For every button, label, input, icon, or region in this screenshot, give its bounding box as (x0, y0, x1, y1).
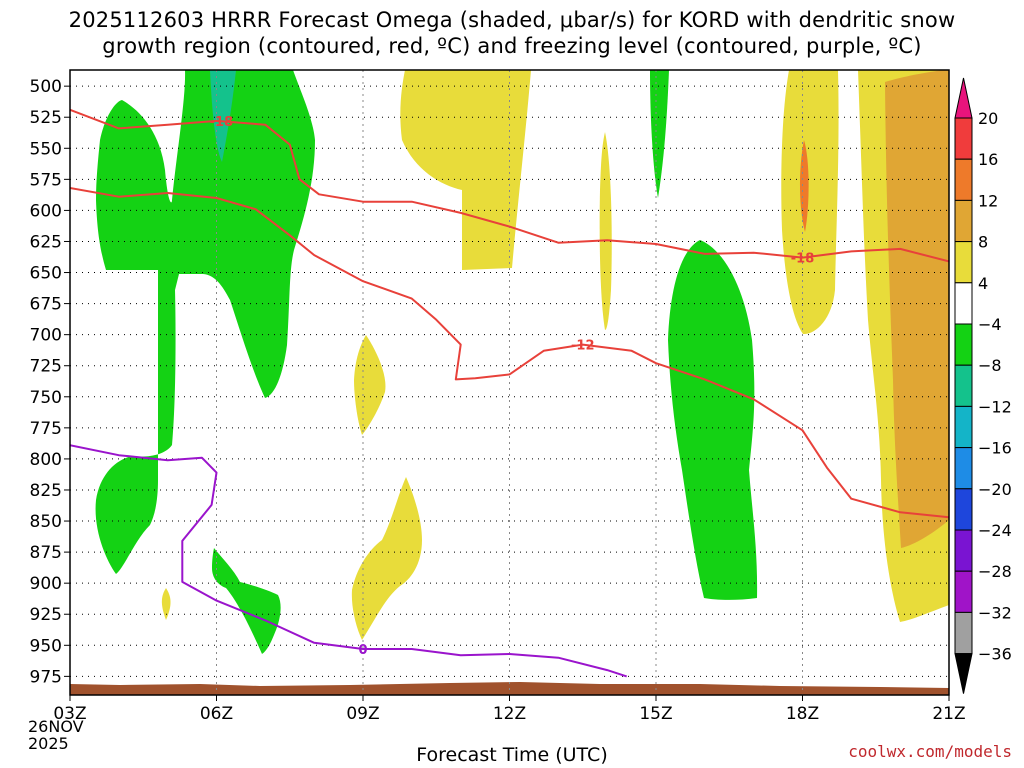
colorbar-label-5: −4 (978, 315, 1002, 334)
colorbar-label-2: 12 (978, 191, 998, 210)
colorbar-label-4: 4 (978, 274, 988, 293)
x-tick-label-18Z: 18Z (786, 704, 819, 724)
colorbar-label-9: −20 (978, 480, 1012, 499)
omega-band-neg4-neg8-left (95, 70, 315, 574)
y-tick-label-725: 725 (30, 357, 62, 377)
y-tick-label-925: 925 (30, 605, 62, 625)
colorbar-band-5 (954, 282, 973, 325)
y-tick-label-525: 525 (30, 108, 62, 128)
omega-band-neg4-neg8-right (668, 240, 758, 600)
grid-lines (70, 70, 949, 695)
y-tick-label-975: 975 (30, 667, 62, 687)
x-tick-label-09Z: 09Z (346, 704, 379, 724)
omega-band-4-8-lower-mid (351, 477, 422, 640)
contour-label-freezing: 0 (358, 643, 367, 658)
y-tick-label-775: 775 (30, 419, 62, 439)
chart-title-line1: 2025112603 HRRR Forecast Omega (shaded, … (68, 8, 956, 32)
colorbar-band-4 (954, 241, 973, 284)
y-tick-label-625: 625 (30, 232, 62, 252)
colorbar-band-7 (954, 364, 973, 407)
omega-band-4-8-mid-small (354, 335, 386, 435)
colorbar-top-arrow (954, 77, 973, 119)
x-tick-label-06Z: 06Z (200, 704, 233, 724)
y-tick-label-825: 825 (30, 481, 62, 501)
colorbar-label-13: −36 (978, 645, 1012, 664)
colorbar-label-8: −16 (978, 439, 1012, 458)
colorbar-label-12: −32 (978, 603, 1012, 622)
omega-band-4-8-tiny (161, 588, 171, 620)
colorbar-label-0: 20 (978, 109, 998, 128)
contour-lines (70, 108, 949, 678)
colorbar-label-10: −24 (978, 521, 1012, 540)
y-tick-label-650: 650 (30, 264, 62, 284)
x-tick-label-15Z: 15Z (639, 704, 672, 724)
contour-dgz-upper (70, 108, 949, 263)
colorbar-label-1: 16 (978, 150, 998, 169)
colorbar-label-6: −8 (978, 356, 1002, 375)
colorbar-band-13 (954, 611, 973, 655)
contour-label-dgz-lower: -12 (571, 339, 595, 354)
y-tick-label-800: 800 (30, 450, 62, 470)
contour-label-dgz-upper: -18 (210, 115, 234, 130)
y-axis: 500 525 550 575 600 625 650 675 700 725 750 775 800 8… (30, 77, 70, 687)
contour-dgz-lower (70, 187, 949, 519)
omega-band-4-8-right (781, 70, 839, 335)
colorbar-band-12 (954, 570, 973, 613)
y-tick-label-950: 950 (30, 636, 62, 656)
x-tick-label-21Z: 21Z (932, 704, 965, 724)
colorbar-band-1 (954, 117, 973, 160)
contour-label-dgz-right: -18 (791, 252, 815, 267)
date-label-year: 2025 (28, 734, 69, 753)
colorbar-band-3 (954, 199, 973, 243)
y-tick-label-900: 900 (30, 574, 62, 594)
y-tick-label-750: 750 (30, 388, 62, 408)
credit-link[interactable]: coolwx.com/models (848, 742, 1012, 761)
x-tick-label-12Z: 12Z (493, 704, 526, 724)
colorbar-band-8 (954, 405, 973, 449)
y-tick-label-500: 500 (30, 77, 62, 97)
colorbar-band-2 (954, 158, 973, 201)
contour-labels: -18 -18 -12 0 (210, 115, 815, 658)
colorbar-band-11 (954, 529, 973, 572)
y-tick-label-875: 875 (30, 543, 62, 563)
omega-band-neg4-neg8-lower-left (212, 548, 281, 654)
date-label-day: 26NOV (28, 717, 84, 736)
omega-band-neg4-neg8-top-right (650, 70, 669, 198)
colorbar-bottom-arrow (954, 653, 973, 694)
colorbar-band-6 (954, 323, 973, 366)
shaded-regions (70, 70, 949, 695)
colorbar: 20 16 12 8 4 −4 −8 −12 −16 −20 −24 −28 −32 −36 (954, 77, 1012, 694)
omega-band-8-12-right (885, 70, 949, 548)
y-tick-label-675: 675 (30, 295, 62, 315)
colorbar-band-10 (954, 488, 973, 531)
x-axis: 03Z 06Z 09Z 12Z 15Z 18Z 21Z (53, 695, 966, 724)
x-axis-title: Forecast Time (UTC) (416, 744, 608, 766)
y-tick-label-700: 700 (30, 326, 62, 346)
colorbar-label-3: 8 (978, 233, 988, 252)
colorbar-band-9 (954, 447, 973, 490)
omega-band-4-8-thin (599, 132, 612, 330)
y-tick-label-600: 600 (30, 201, 62, 221)
chart-title-line2: growth region (contoured, red, ºC) and f… (102, 34, 922, 58)
x-tick-label-03Z: 03Z (53, 704, 86, 724)
colorbar-label-7: −12 (978, 397, 1012, 416)
contour-freezing-level (70, 444, 628, 678)
colorbar-label-11: −28 (978, 562, 1012, 581)
y-tick-label-550: 550 (30, 139, 62, 159)
omega-band-4-8-upper-mid (400, 70, 531, 270)
y-tick-label-575: 575 (30, 170, 62, 190)
omega-band-neg8-neg12-top (210, 70, 236, 162)
y-tick-label-850: 850 (30, 512, 62, 532)
date-label: 26NOV 2025 (28, 718, 84, 752)
